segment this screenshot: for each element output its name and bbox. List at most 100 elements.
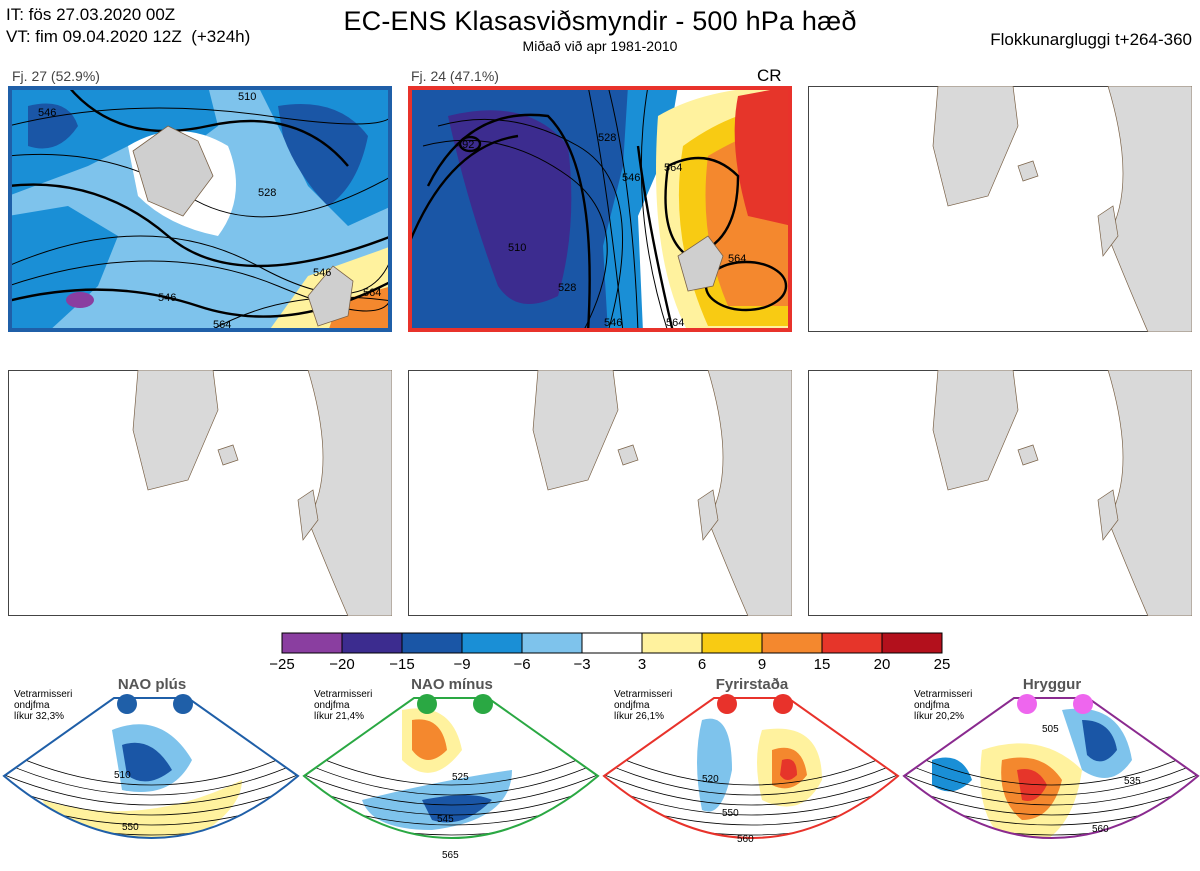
contour-label: 546 [313, 267, 331, 279]
cluster-2-tag: CR [757, 66, 782, 85]
contour-line [904, 773, 1198, 806]
contour-line [604, 761, 898, 796]
regime-map: 505 535 560 [902, 694, 1200, 839]
regime-marker [1073, 694, 1093, 714]
contour-label: 528 [558, 282, 576, 294]
regime-note-line: ondjfma [614, 700, 650, 711]
contour-line [4, 785, 298, 816]
header-info: IT: fös 27.03.2020 00Z VT: fim 09.04.202… [6, 4, 250, 48]
empty-map-panel [408, 370, 792, 616]
contour-label: 546 [622, 172, 640, 184]
regime-note-line: ondjfma [14, 700, 50, 711]
regime-map: 510 550 [2, 694, 300, 839]
colorbar-bin [401, 632, 463, 654]
colorbar-tick-label: −9 [453, 656, 471, 673]
contour-line [904, 785, 1198, 816]
regime-note-line: ondjfma [914, 700, 950, 711]
colorbar-tick-label: 9 [757, 656, 767, 673]
regime-note: Vetrarmisseri ondjfma líkur 32,3% [14, 689, 72, 722]
anomaly-region [780, 759, 797, 780]
regime-note-line: ondjfma [314, 700, 350, 711]
contour-label: 564 [728, 253, 746, 265]
colorbar-bin [461, 632, 523, 654]
regime-note-line: líkur 20,2% [914, 711, 965, 722]
regime-title: NAO plús [117, 676, 187, 693]
regime-note-line: Vetrarmisseri [614, 689, 673, 700]
regime-map: 525 545 565 [302, 694, 600, 861]
colorbar-tick-label: 15 [813, 656, 831, 673]
contour-label: 564 [363, 287, 381, 299]
regime-note: Vetrarmisseri ondjfma líkur 20,2% [914, 689, 972, 722]
anomaly-region [422, 795, 492, 823]
empty-map-panel [808, 86, 1192, 332]
anomaly-region [932, 757, 972, 792]
contour-line [304, 773, 598, 806]
cluster-1-label: Fj. 27 (52.9%) [12, 68, 100, 84]
contour-label: 564 [664, 162, 682, 174]
regime-title: NAO mínus [411, 676, 493, 693]
contour-line [4, 773, 298, 806]
colorbar-tick-label: −6 [513, 656, 531, 673]
contour-line [604, 749, 898, 786]
regime-border [602, 697, 900, 839]
regime-note: Vetrarmisseri ondjfma líkur 26,1% [614, 689, 672, 722]
contour-label: 520 [702, 774, 719, 785]
regime-marker [1017, 694, 1037, 714]
colorbar-tick-label: 25 [933, 656, 951, 673]
contour-label: 550 [722, 808, 739, 819]
contour-line [304, 785, 598, 816]
valid-time: VT: fim 09.04.2020 12Z (+324h) [6, 27, 251, 46]
regime-border [2, 697, 300, 839]
regime-marker [417, 694, 437, 714]
regime-note-line: líkur 26,1% [614, 711, 665, 722]
anomaly-region [1082, 720, 1117, 762]
colorbar-bin [881, 632, 943, 654]
cluster-1-map: 546 528 546 546 564 564 510 [8, 86, 392, 332]
regime-border [902, 697, 1200, 839]
contour-label: 560 [1092, 824, 1109, 835]
colorbar-bin [701, 632, 763, 654]
colorbar-bin [281, 632, 343, 654]
contour-line [604, 773, 898, 806]
contour-line [604, 785, 898, 816]
contour-line [304, 761, 598, 796]
contour-line [4, 761, 298, 796]
regime-note: Vetrarmisseri ondjfma líkur 21,4% [314, 689, 372, 722]
regime-marker [117, 694, 137, 714]
contour-label: 492 [456, 139, 474, 151]
contour-label: 545 [437, 814, 454, 825]
contour-label: 510 [114, 770, 131, 781]
colorbar [281, 632, 943, 654]
anomaly-region [1017, 769, 1047, 801]
regime-border [302, 697, 600, 839]
regime-title: Fyrirstaða [715, 676, 789, 693]
contour-label: 550 [122, 822, 139, 833]
regime-note-line: Vetrarmisseri [314, 689, 373, 700]
contour-line [604, 797, 898, 826]
contour-line [4, 749, 298, 786]
cluster-window: Flokkunargluggi t+264-360 [990, 30, 1192, 49]
contour-label: 510 [508, 242, 526, 254]
contour-label: 535 [1124, 776, 1141, 787]
anomaly-region [697, 718, 732, 812]
init-time: IT: fös 27.03.2020 00Z [6, 5, 176, 24]
regime-marker [773, 694, 793, 714]
colorbar-tick-label: −25 [269, 656, 295, 673]
contour-label: 510 [238, 91, 256, 103]
colorbar-bin [581, 632, 643, 654]
colorbar-bin [341, 632, 403, 654]
empty-map-panel [8, 370, 392, 616]
contour-line [904, 749, 1198, 786]
contour-label: 528 [598, 132, 616, 144]
colorbar-tick-label: 20 [873, 656, 891, 673]
regime-marker [717, 694, 737, 714]
empty-map-panel [808, 370, 1192, 616]
regime-note-line: líkur 32,3% [14, 711, 65, 722]
contour-label: 528 [258, 187, 276, 199]
contour-label: 546 [38, 107, 56, 119]
contour-label: 565 [442, 850, 459, 861]
contour-label: 505 [1042, 724, 1059, 735]
contour-label: 525 [452, 772, 469, 783]
cluster-2-label: Fj. 24 (47.1%) [411, 68, 499, 84]
colorbar-bin [641, 632, 703, 654]
